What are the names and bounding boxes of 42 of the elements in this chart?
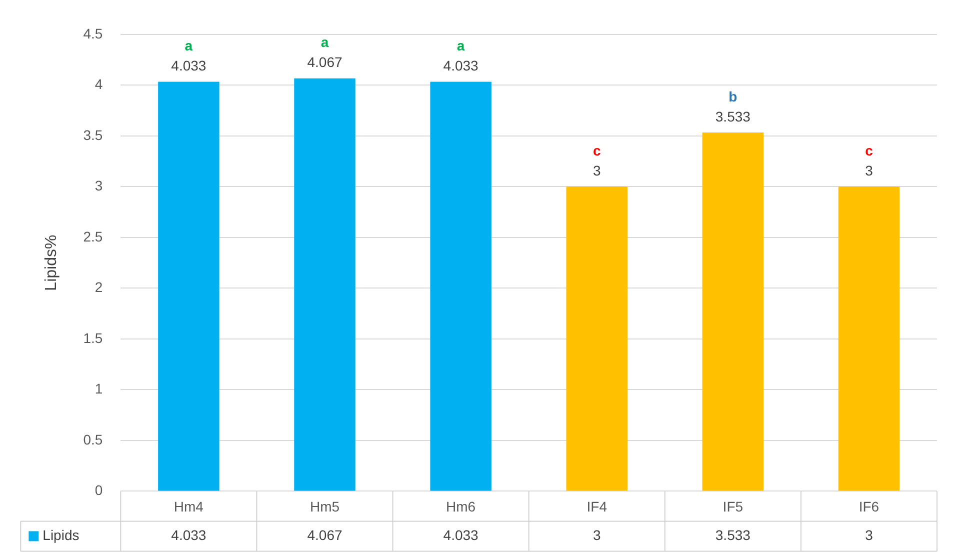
text: 3.533 <box>715 527 751 544</box>
y-tick-label: 2.5 <box>83 228 103 244</box>
y-tick-label: 3 <box>94 178 103 194</box>
text: 3 <box>865 527 874 544</box>
x-tick-label: IF6 <box>858 498 880 514</box>
legend-label: Lipids <box>42 527 80 544</box>
annotation: a <box>320 34 329 50</box>
text: 3 <box>592 527 601 544</box>
data-label: 3 <box>592 162 601 179</box>
annotation: c <box>865 142 874 159</box>
data-label: 4.067 <box>307 54 342 70</box>
bar <box>158 82 220 491</box>
text: 4.033 <box>443 527 479 544</box>
bar <box>430 82 492 491</box>
x-tick-label: Hm6 <box>446 498 476 514</box>
data-label: 4.033 <box>171 58 206 74</box>
x-tick-label: IF5 <box>722 498 744 514</box>
y-tick-label: 2 <box>94 279 103 296</box>
x-tick-label: Hm4 <box>174 498 204 514</box>
annotation: c <box>592 142 601 159</box>
y-axis-title: Lipids% <box>43 234 60 291</box>
y-tick-label: 1.5 <box>83 330 103 346</box>
x-tick-label: IF4 <box>586 498 608 514</box>
data-label: 3.533 <box>715 108 751 124</box>
bar <box>702 132 764 491</box>
y-tick-label: 3.5 <box>83 126 103 143</box>
y-tick-label: 0.5 <box>83 431 103 448</box>
y-tick-label: 0 <box>94 482 103 498</box>
data-label: 3 <box>865 162 874 179</box>
bar <box>294 78 356 491</box>
data-label: 4.033 <box>443 58 479 74</box>
text: 4.033 <box>171 527 206 544</box>
x-tick-label: Hm5 <box>310 498 340 514</box>
bar <box>566 186 628 491</box>
y-tick-label: 1 <box>94 380 103 397</box>
annotation: b <box>728 88 738 104</box>
y-tick-label: 4.5 <box>83 25 103 42</box>
annotation: a <box>184 38 193 54</box>
annotation: a <box>456 38 465 54</box>
y-tick-label: 4 <box>94 76 103 92</box>
text: 4.067 <box>307 527 342 544</box>
bar <box>838 186 900 491</box>
